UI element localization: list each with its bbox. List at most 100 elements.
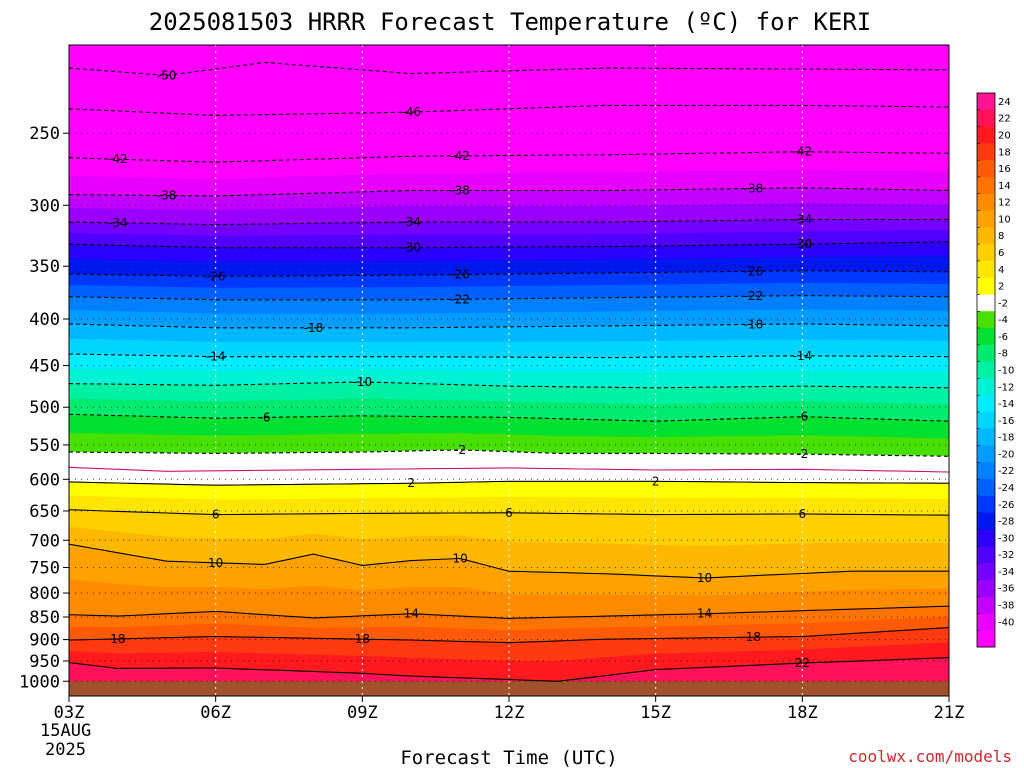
- isotherm-label: 18: [355, 632, 370, 646]
- isotherm-line: [68, 480, 949, 486]
- credit-text: coolwx.com/models: [848, 747, 1012, 766]
- colorbar-swatch: [977, 512, 995, 530]
- chart-title: 2025081503 HRRR Forecast Temperature (ºC…: [149, 8, 871, 36]
- y-tick-label: 650: [29, 502, 60, 522]
- x-tick-label: 09Z: [347, 703, 378, 723]
- isotherm-label: -14: [793, 349, 813, 363]
- colorbar-label: 4: [998, 265, 1004, 276]
- isotherm-label: -42: [450, 149, 470, 163]
- isotherm-label: -38: [157, 189, 177, 203]
- colorbar-label: 12: [998, 198, 1011, 209]
- colorbar-label: 22: [998, 114, 1011, 125]
- isotherm-contours: [68, 61, 950, 682]
- colorbar-label: 18: [998, 147, 1011, 158]
- isotherm-label: 14: [404, 607, 419, 621]
- isotherm-label: -6: [259, 410, 271, 424]
- colorbar: 24 22 20 18 16 14 12 10 8 6 4 2 -2 -4 -6 -8 -10 -12 -14 -16…: [976, 92, 1014, 648]
- isotherm-label: -6: [796, 410, 808, 424]
- colorbar-label: -18: [998, 433, 1014, 444]
- isotherm-label: -42: [793, 145, 813, 159]
- colorbar-swatch: [977, 126, 995, 144]
- colorbar-swatch: [977, 328, 995, 346]
- isotherm-label: -34: [108, 216, 128, 230]
- isotherm-line: [68, 627, 950, 644]
- isotherm-line: [68, 543, 949, 579]
- isotherm-label: 14: [697, 607, 712, 621]
- y-tick-label: 750: [29, 559, 60, 579]
- colorbar-label: 6: [998, 248, 1004, 259]
- colorbar-swatch: [977, 395, 995, 413]
- isotherm-label: -46: [401, 105, 421, 119]
- isotherm-label: -26: [206, 269, 226, 283]
- x-axis-label: Forecast Time (UTC): [400, 747, 617, 768]
- isotherm-label: 2: [652, 474, 660, 488]
- colorbar-label: -38: [998, 601, 1014, 612]
- colorbar-frame: [976, 92, 996, 648]
- isotherm-label: -26: [744, 264, 764, 278]
- colorbar-swatch: [977, 428, 995, 447]
- y-tick-label: 700: [29, 531, 60, 551]
- colorbar-swatch: [977, 294, 995, 312]
- colorbar-label: 24: [998, 97, 1011, 108]
- isotherm-label: 6: [799, 507, 807, 521]
- time-axis: 03Z 06Z 09Z 12Z 15Z 18Z 21Z: [54, 696, 964, 723]
- isotherm-labels: -50 -46 -42 -42 -42 -38 -38 -38 -34 -34 -34 -30 -30 -…: [108, 68, 812, 670]
- colorbar-swatch: [977, 479, 995, 497]
- isotherm-label: -42: [108, 152, 128, 166]
- colorbar-swatch: [977, 596, 995, 614]
- y-tick-label: 950: [29, 652, 60, 672]
- y-tick-label: 550: [29, 436, 60, 456]
- grid-lines: [69, 45, 949, 696]
- colorbar-swatch: [977, 630, 995, 648]
- isotherm-line: [68, 509, 950, 516]
- isotherm-label: 2: [407, 476, 415, 490]
- y-tick-label: 250: [29, 124, 60, 144]
- isotherm-line: [68, 61, 950, 76]
- isotherm-label: 18: [110, 632, 125, 646]
- colorbar-label: -16: [998, 416, 1014, 427]
- isotherm-label: 10: [208, 556, 223, 570]
- colorbar-swatch: [977, 193, 995, 212]
- colorbar-swatch: [977, 411, 995, 430]
- colorbar-label: -34: [998, 567, 1014, 578]
- isotherm-label: -22: [450, 292, 470, 306]
- y-tick-label: 1000: [19, 672, 60, 692]
- y-tick-label: 450: [29, 357, 60, 377]
- colorbar-swatch: [977, 445, 995, 463]
- colorbar-label: -36: [998, 584, 1014, 595]
- isotherm-label: -34: [401, 215, 421, 229]
- colorbar-swatch: [977, 529, 995, 547]
- colorbar-swatch: [977, 311, 995, 329]
- pressure-axis: 250 300 350 400 450 500 550 600 650 700 750 800 850 9…: [19, 124, 69, 692]
- colorbar-label: 20: [998, 130, 1011, 141]
- colorbar-label: -6: [998, 332, 1008, 343]
- colorbar-label: -8: [998, 349, 1008, 360]
- y-tick-label: 800: [29, 584, 60, 604]
- colorbar-label: 2: [998, 282, 1004, 293]
- y-tick-label: 900: [29, 631, 60, 651]
- isotherm-line: [68, 605, 950, 619]
- colorbar-label: 8: [998, 231, 1004, 242]
- isotherm-label: -30: [401, 241, 421, 255]
- isotherm-label: -26: [450, 268, 470, 282]
- colorbar-swatch: [977, 109, 995, 128]
- colorbar-swatch: [977, 495, 995, 514]
- isotherm-label: -34: [793, 213, 813, 227]
- isotherm-label: -38: [450, 184, 470, 198]
- y-tick-label: 850: [29, 608, 60, 628]
- colorbar-swatch: [977, 143, 995, 161]
- colorbar-swatch: [977, 277, 995, 295]
- date-label-year: 2025: [45, 740, 86, 760]
- y-tick-label: 300: [29, 196, 60, 216]
- isotherm-label: 10: [697, 571, 712, 585]
- isotherm-label: -2: [796, 447, 808, 461]
- colorbar-swatch: [977, 176, 995, 195]
- colorbar-label: 10: [998, 214, 1011, 225]
- colorbar-label: 14: [998, 181, 1011, 192]
- x-tick-label: 12Z: [494, 703, 525, 723]
- colorbar-swatch: [977, 546, 995, 564]
- colorbar-swatch: [977, 579, 995, 598]
- isotherm-label: -22: [744, 289, 764, 303]
- isotherm-label: 6: [505, 506, 513, 520]
- colorbar-label: -28: [998, 517, 1014, 528]
